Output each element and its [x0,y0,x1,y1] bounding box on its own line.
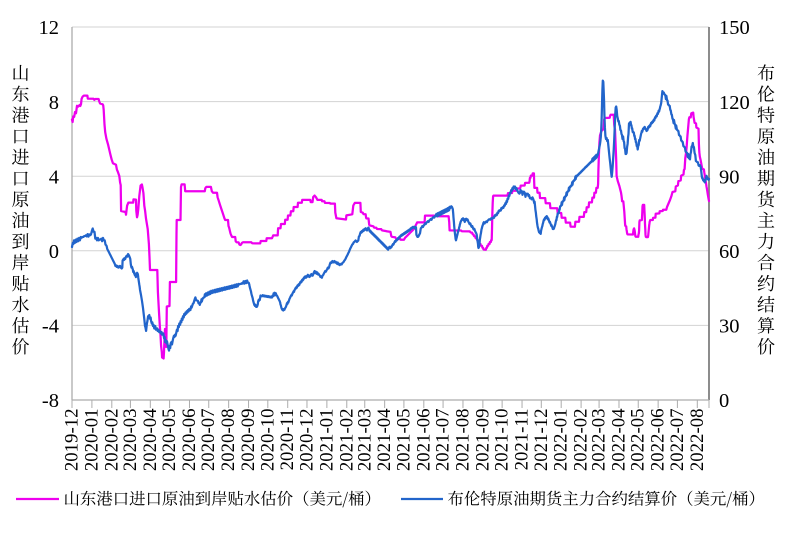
svg-text:2020-06: 2020-06 [179,409,200,472]
svg-text:2021-08: 2021-08 [452,409,473,472]
svg-text:2021-10: 2021-10 [492,409,513,472]
svg-text:2019-12: 2019-12 [62,409,83,472]
svg-text:2020-03: 2020-03 [120,409,141,472]
svg-text:2020-05: 2020-05 [159,409,180,472]
svg-text:2020-10: 2020-10 [257,409,278,472]
svg-text:2020-09: 2020-09 [238,409,259,472]
svg-text:2022-08: 2022-08 [687,409,708,472]
svg-text:2020-12: 2020-12 [296,409,317,472]
svg-text:0: 0 [719,390,729,412]
svg-text:90: 90 [719,166,740,188]
svg-text:12: 12 [39,17,60,39]
svg-text:-4: -4 [42,316,59,338]
svg-text:2022-05: 2022-05 [628,409,649,472]
svg-text:120: 120 [719,92,750,114]
svg-text:2022-04: 2022-04 [608,408,629,471]
svg-text:2022-03: 2022-03 [589,409,610,472]
svg-text:150: 150 [719,17,750,39]
svg-text:2021-09: 2021-09 [472,409,493,472]
svg-text:2022-01: 2022-01 [551,409,572,472]
svg-text:2021-07: 2021-07 [433,409,454,472]
svg-text:2021-11: 2021-11 [512,409,533,471]
svg-text:2021-12: 2021-12 [531,409,552,472]
svg-text:2022-02: 2022-02 [571,409,592,472]
svg-text:2021-03: 2021-03 [354,409,375,472]
svg-text:0: 0 [49,241,59,263]
svg-text:2022-07: 2022-07 [667,409,688,472]
svg-text:2020-08: 2020-08 [218,409,239,472]
svg-text:2020-01: 2020-01 [81,409,102,472]
svg-text:2021-06: 2021-06 [413,409,434,472]
svg-text:60: 60 [719,241,740,263]
svg-text:2020-04: 2020-04 [140,408,161,471]
svg-text:2022-06: 2022-06 [648,409,669,472]
svg-text:2021-05: 2021-05 [393,409,414,472]
svg-text:2021-02: 2021-02 [336,409,357,472]
svg-text:-8: -8 [42,390,59,412]
svg-text:2020-07: 2020-07 [198,409,219,472]
svg-text:8: 8 [49,92,59,114]
svg-text:2020-02: 2020-02 [101,409,122,472]
svg-text:2021-01: 2021-01 [316,409,337,472]
svg-text:4: 4 [49,166,59,188]
svg-text:2020-11: 2020-11 [277,409,298,471]
svg-text:2021-04: 2021-04 [374,408,395,471]
svg-text:30: 30 [719,316,740,338]
